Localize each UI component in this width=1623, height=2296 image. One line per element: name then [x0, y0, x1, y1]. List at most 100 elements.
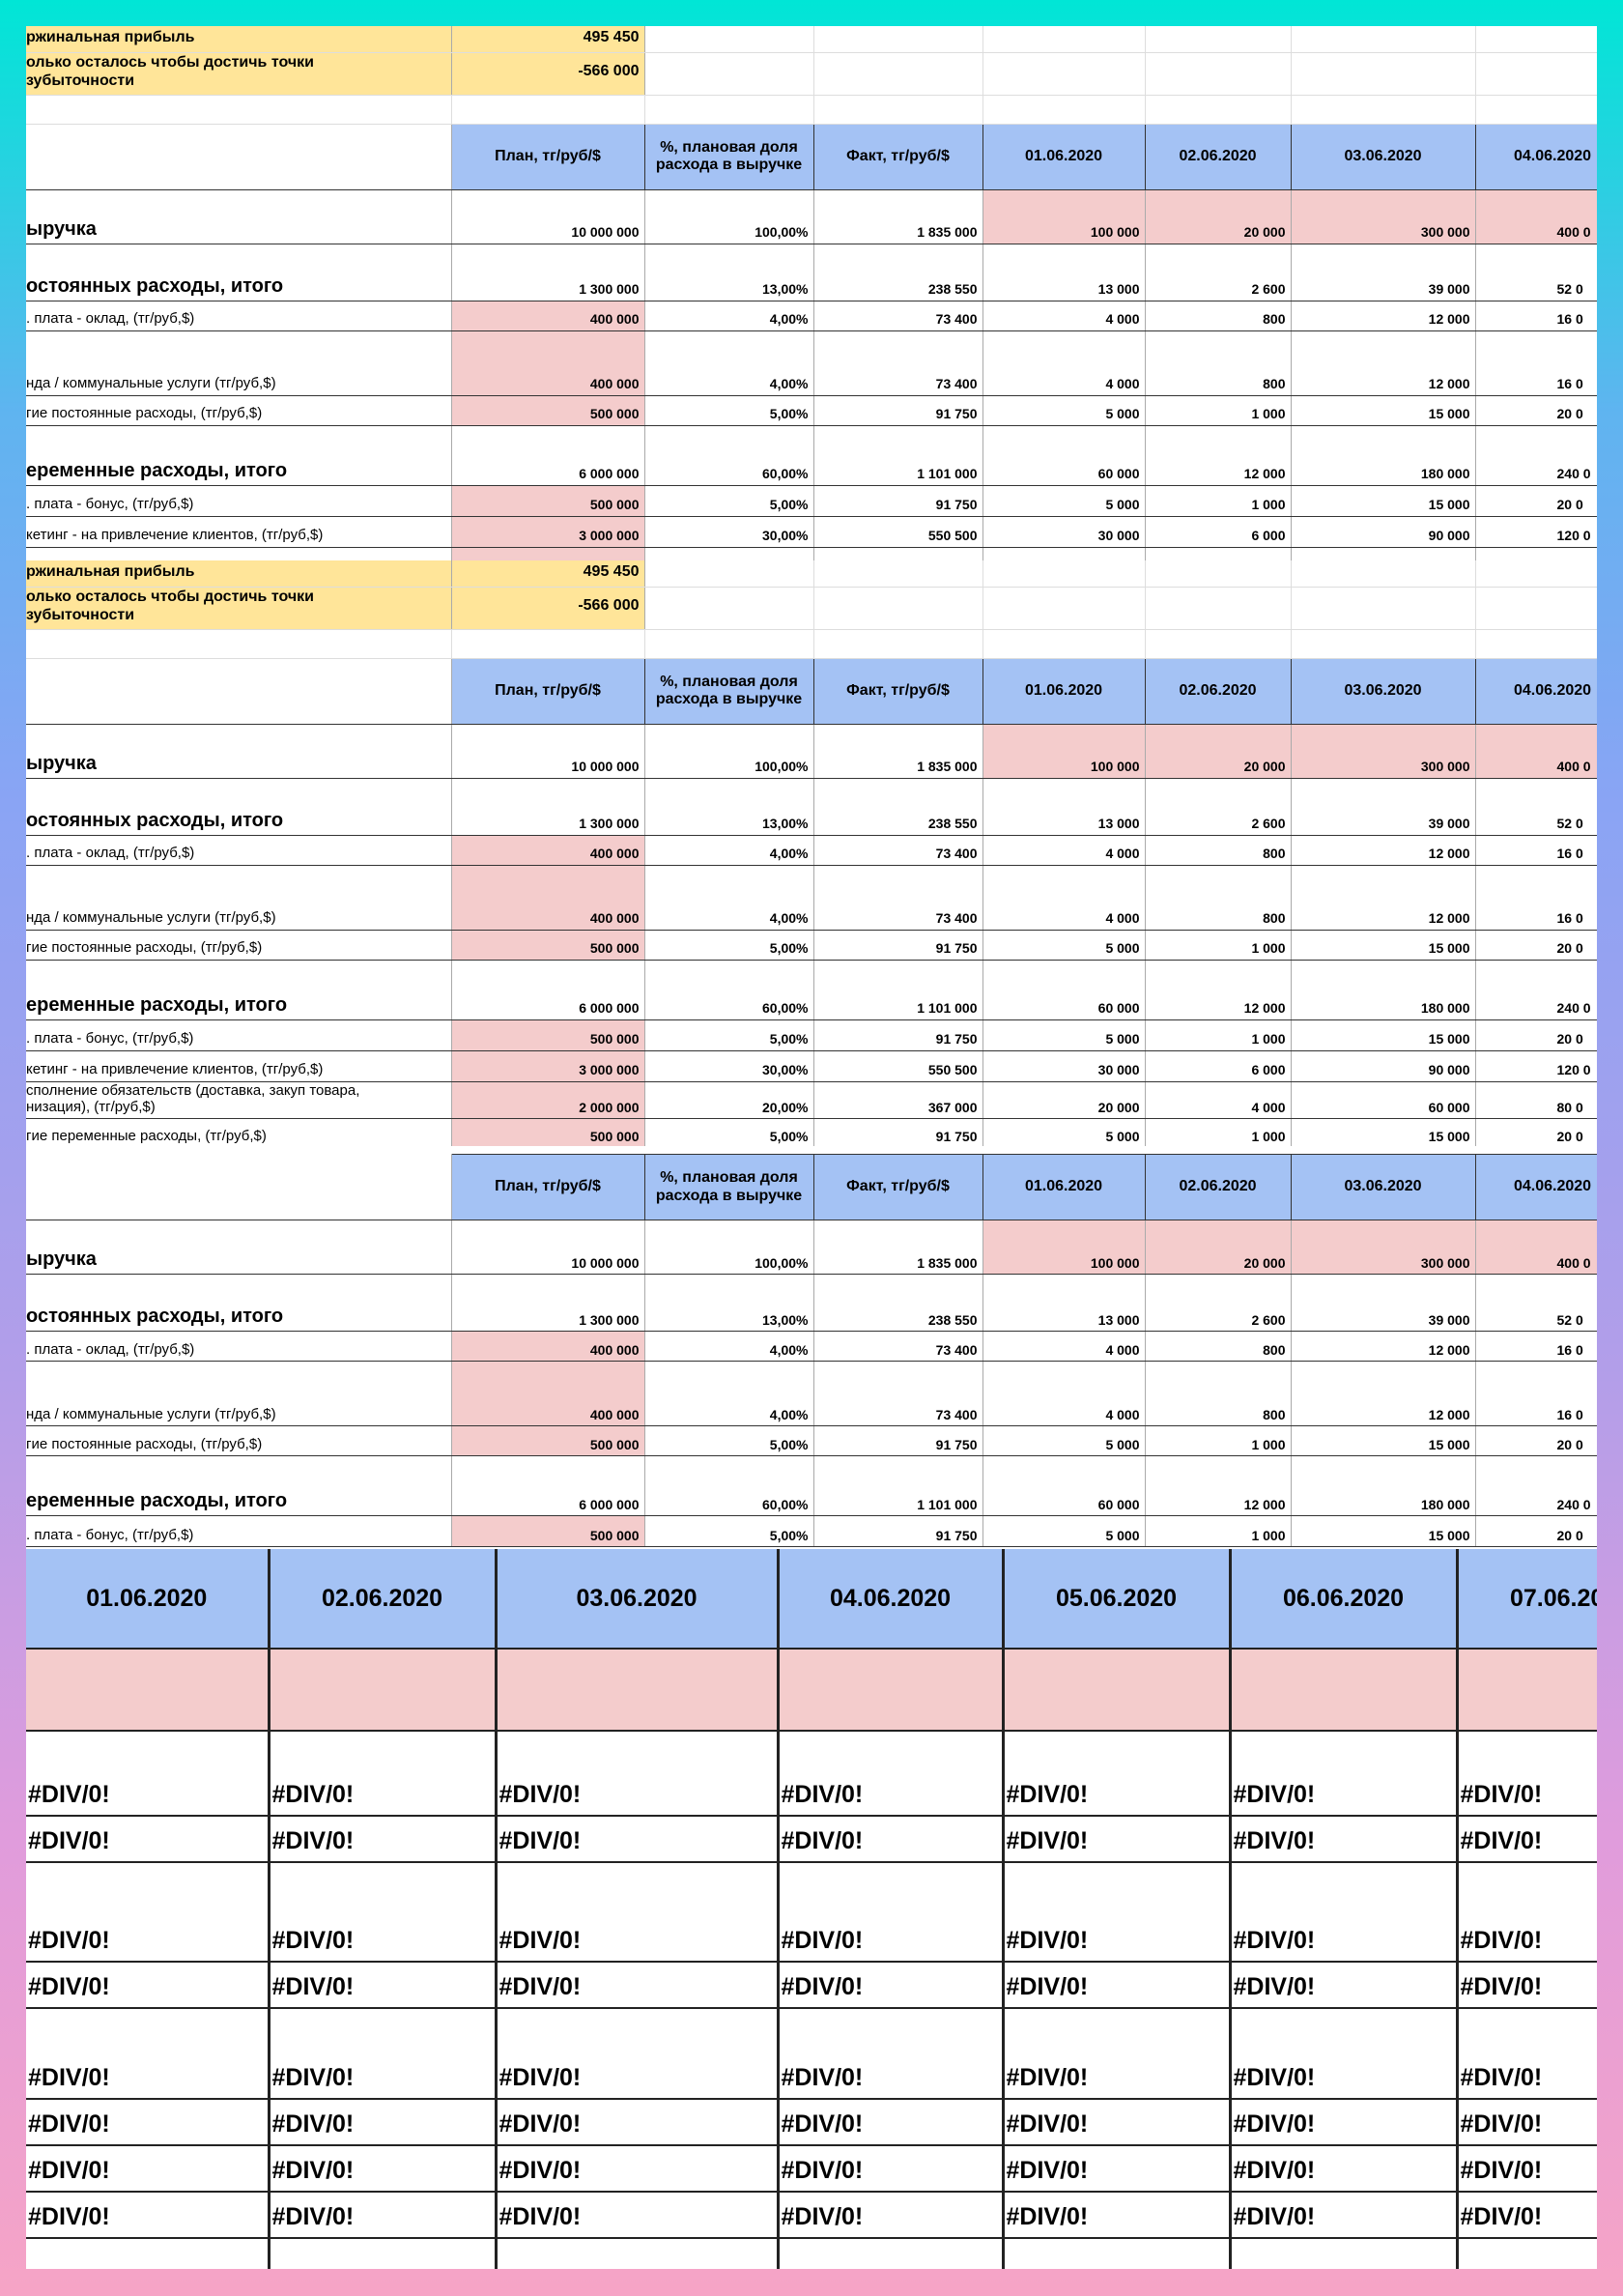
- error-cell: #DIV/0!: [496, 1862, 780, 1963]
- empty-cell: [496, 1649, 780, 1732]
- value-cell: 500 000: [451, 1019, 645, 1051]
- data-row: . плата - бонус, (тг/руб,$) 500 000 5,00% 9…: [26, 485, 1597, 517]
- value-cell: 800: [1145, 1361, 1292, 1426]
- value-cell: 52 0: [1475, 778, 1597, 836]
- value-cell: 4,00%: [644, 865, 814, 931]
- value-cell: 180 000: [1291, 1455, 1476, 1516]
- value-cell: 4 000: [982, 865, 1146, 931]
- value-cell: [451, 547, 645, 560]
- empty-cell: [269, 1649, 498, 1732]
- header-cell: План, тг/руб/$: [450, 657, 645, 725]
- row-label: . плата - оклад, (тг/руб,$): [26, 301, 452, 331]
- row-label: . плата - оклад, (тг/руб,$): [26, 1331, 452, 1362]
- empty-cell: [813, 587, 983, 630]
- header-cell: Факт, тг/руб/$: [812, 657, 983, 725]
- empty-cell: [813, 95, 983, 125]
- empty-cell: [26, 2238, 270, 2269]
- value-cell: 13 000: [982, 244, 1146, 301]
- value-cell: 120 0: [1475, 1050, 1597, 1082]
- value-cell: 15 000: [1291, 395, 1476, 426]
- empty-cell: [26, 95, 452, 125]
- error-cell: #DIV/0!: [1457, 1862, 1597, 1963]
- value-cell: [1475, 547, 1597, 560]
- value-cell: 400 000: [451, 330, 645, 396]
- header-row: План, тг/руб/$%, плановая доля расхода в…: [26, 657, 1597, 725]
- header-cell: 02.06.2020: [1144, 123, 1292, 190]
- header-cell: 02.06.2020: [1144, 657, 1292, 725]
- value-cell: 800: [1145, 835, 1292, 866]
- empty-cell: [982, 560, 1146, 588]
- value-cell: 60,00%: [644, 1455, 814, 1516]
- zoomed-table: 01.06.2020 02.06.2020 03.06.2020 04.06.2020…: [26, 1549, 1597, 2269]
- value-cell: 240 0: [1475, 425, 1597, 486]
- data-row: . плата - бонус, (тг/руб,$) 500 000 5,00% 9…: [26, 1019, 1597, 1051]
- error-cell: #DIV/0!: [26, 1731, 270, 1817]
- row-label: остоянных расходы, итого: [26, 1274, 452, 1332]
- error-cell: #DIV/0!: [1457, 2145, 1597, 2193]
- value-cell: 30 000: [982, 1050, 1146, 1082]
- data-row: нда / коммунальные услуги (тг/руб,$) 400 …: [26, 330, 1597, 396]
- error-cell: #DIV/0!: [1003, 2099, 1232, 2146]
- value-cell: 400 0: [1475, 189, 1597, 244]
- value-cell: 12 000: [1291, 301, 1476, 331]
- data-row: #DIV/0! #DIV/0! #DIV/0! #DIV/0! #DIV/0! #DIV/…: [26, 2145, 1597, 2193]
- value-cell: 1 300 000: [451, 244, 645, 301]
- row-label: гие переменные расходы, (тг/руб,$): [26, 1118, 452, 1146]
- error-cell: #DIV/0!: [1457, 2099, 1597, 2146]
- row-label: еременные расходы, итого: [26, 960, 452, 1020]
- value-cell: 5 000: [982, 1425, 1146, 1456]
- value-cell: 60,00%: [644, 425, 814, 486]
- value-cell: 800: [1145, 301, 1292, 331]
- error-cell: #DIV/0!: [778, 2099, 1005, 2146]
- error-cell: #DIV/0!: [1230, 2192, 1459, 2239]
- error-cell: #DIV/0!: [1230, 1862, 1459, 1963]
- summary-value: -566 000: [451, 587, 645, 630]
- value-cell: 73 400: [813, 835, 983, 866]
- header-cell: 03.06.2020: [1290, 1154, 1476, 1220]
- empty-cell: [1475, 587, 1597, 630]
- value-cell: 4 000: [1145, 1081, 1292, 1119]
- error-cell: #DIV/0!: [496, 2145, 780, 2193]
- spreadsheet: ржинальная прибыль 495 450 олько осталось …: [26, 26, 1597, 2269]
- empty-cell: [1230, 2238, 1459, 2269]
- value-cell: 1 000: [1145, 485, 1292, 517]
- value-cell: 4,00%: [644, 1331, 814, 1362]
- value-cell: 1 835 000: [813, 724, 983, 779]
- pink-row: [26, 1649, 1597, 1732]
- empty-cell: [644, 587, 814, 630]
- value-cell: 1 300 000: [451, 778, 645, 836]
- error-cell: #DIV/0!: [1457, 1731, 1597, 1817]
- data-row: гие переменные расходы, (тг/руб,$) 500 00…: [26, 1118, 1597, 1146]
- value-cell: 91 750: [813, 930, 983, 961]
- value-cell: 5 000: [982, 1515, 1146, 1547]
- value-cell: 30,00%: [644, 1050, 814, 1082]
- sheet-block: План, тг/руб/$%, плановая доля расхода в…: [26, 1154, 1597, 1549]
- value-cell: 12 000: [1291, 865, 1476, 931]
- value-cell: 4 000: [982, 835, 1146, 866]
- error-cell: #DIV/0!: [1003, 1731, 1232, 1817]
- value-cell: 238 550: [813, 1274, 983, 1332]
- header-cell: 04.06.2020: [1474, 657, 1597, 725]
- value-cell: 91 750: [813, 395, 983, 426]
- value-cell: 120 0: [1475, 516, 1597, 548]
- value-cell: 5,00%: [644, 485, 814, 517]
- value-cell: 4 000: [982, 1361, 1146, 1426]
- value-cell: 800: [1145, 330, 1292, 396]
- empty-cell: [1291, 95, 1476, 125]
- value-cell: 30 000: [982, 516, 1146, 548]
- error-cell: #DIV/0!: [778, 2145, 1005, 2193]
- empty-cell: [1291, 26, 1476, 53]
- row-label: сполнение обязательств (доставка, закуп …: [26, 547, 452, 560]
- sheet-table: ржинальная прибыль 495 450 олько осталось …: [26, 560, 1597, 1146]
- empty-cell: [778, 2238, 1005, 2269]
- header-cell: 04.06.2020: [1474, 123, 1597, 190]
- data-row: остоянных расходы, итого 1 300 000 13,00% 2…: [26, 1274, 1597, 1332]
- value-cell: 5,00%: [644, 1425, 814, 1456]
- error-cell: #DIV/0!: [1003, 2145, 1232, 2193]
- summary-label: олько осталось чтобы достичь точки зубыт…: [26, 587, 452, 630]
- empty-cell: [26, 1649, 270, 1732]
- value-cell: 5,00%: [644, 395, 814, 426]
- value-cell: 73 400: [813, 301, 983, 331]
- empty-cell: [644, 560, 814, 588]
- value-cell: 73 400: [813, 1361, 983, 1426]
